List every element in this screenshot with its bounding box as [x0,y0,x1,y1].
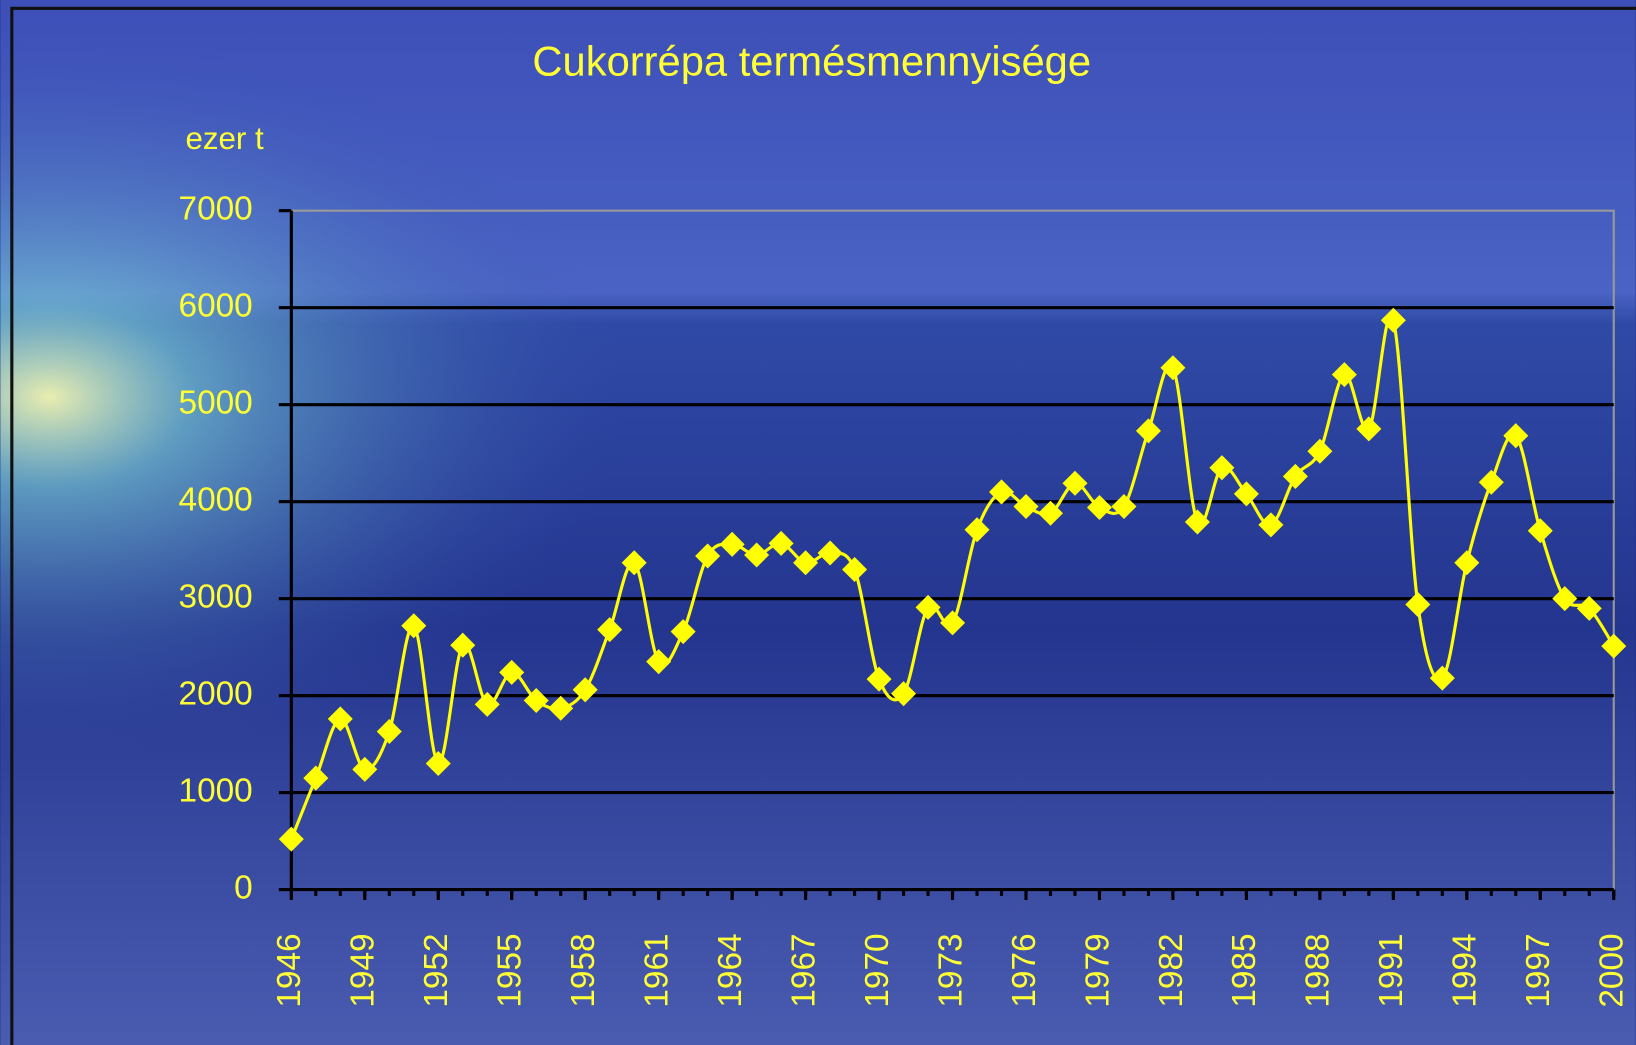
page: {"chart_data": {"type": "line", "title":… [0,0,1636,1045]
x-tick-label: 2000 [1594,933,1631,1007]
x-tick-label: 1955 [492,933,529,1007]
x-tick-label: 1952 [418,933,455,1007]
x-tick-label: 1985 [1226,933,1263,1007]
y-tick-label: 2000 [179,675,253,712]
x-tick-label: 1973 [932,933,969,1007]
x-tick-label: 1976 [1006,933,1043,1007]
x-tick-label: 1994 [1447,933,1484,1007]
x-tick-label: 1988 [1300,933,1337,1007]
x-tick-label: 1967 [785,933,822,1007]
x-tick-label: 1970 [859,933,896,1007]
x-tick-label: 1979 [1079,933,1116,1007]
y-tick-label: 3000 [179,578,253,615]
x-tick-label: 1991 [1373,933,1410,1007]
y-tick-label: 7000 [179,190,253,227]
y-tick-label: 0 [234,869,253,906]
x-tick-label: 1946 [271,933,308,1007]
y-axis-label: ezer t [185,121,264,156]
x-tick-label: 1961 [638,933,675,1007]
x-tick-label: 1982 [1153,933,1190,1007]
y-tick-label: 1000 [179,772,253,809]
y-tick-label: 4000 [179,481,253,518]
x-tick-label: 1949 [345,933,382,1007]
y-tick-label: 5000 [179,384,253,421]
y-tick-label: 6000 [179,287,253,324]
x-tick-label: 1997 [1520,933,1557,1007]
chart: Cukorrépa termésmennyisége ezer t 0 1000 2… [0,0,1636,1045]
x-tick-label: 1958 [565,933,602,1007]
chart-title: Cukorrépa termésmennyisége [532,38,1091,85]
x-tick-label: 1964 [712,933,749,1007]
